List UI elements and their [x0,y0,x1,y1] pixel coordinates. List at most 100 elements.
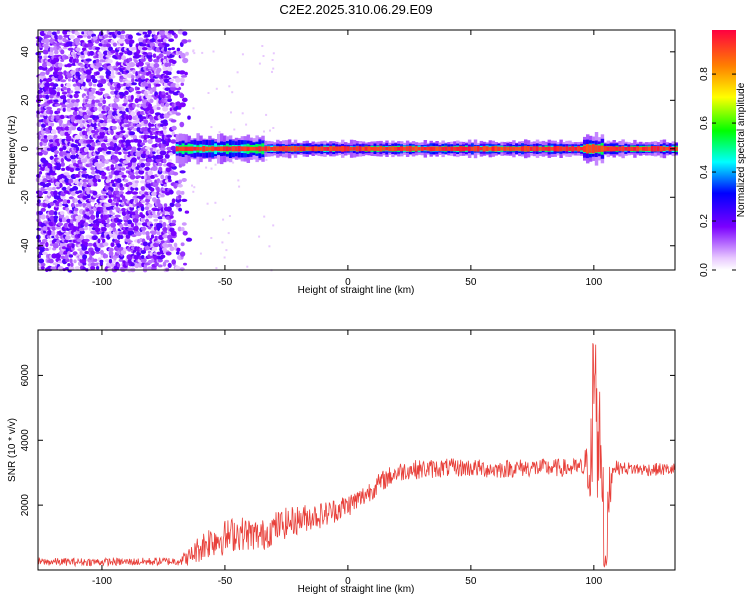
heatmap-cell [51,230,56,236]
heatmap-cell [221,241,224,244]
heatmap-cell [110,167,116,171]
heatmap-cell [127,162,132,168]
heatmap-cell [59,241,66,248]
heatmap-cell [75,146,80,151]
heatmap-cell [92,235,98,241]
heatmap-cell [82,261,87,266]
heatmap-cell [214,201,217,204]
heatmap-cell [414,146,419,152]
heatmap-cell [184,210,190,214]
heatmap-cell [175,101,181,107]
heatmap-cell [385,147,389,151]
heatmap-cell [180,242,185,247]
heatmap-cell [524,146,528,152]
heatmap-cell [172,171,179,176]
heatmap-cell [181,146,186,151]
heatmap-cell [140,190,145,195]
heatmap-cell [166,134,173,138]
heatmap-cell [618,146,622,152]
heatmap-cell [121,174,127,178]
heatmap-cell [388,146,392,152]
heatmap-cell [148,123,155,127]
heatmap-cell [169,246,175,252]
heatmap-cell [270,147,274,151]
heatmap-cell [110,187,114,192]
heatmap-cell [447,146,451,151]
heatmap-cell [190,146,194,152]
heatmap-cell [79,74,86,80]
heatmap-cell [39,246,46,252]
heatmap-cell [88,45,93,50]
heatmap-cell [43,114,48,120]
heatmap-cell [612,146,616,152]
heatmap-cell [645,146,649,152]
spectrogram-panel: -100 -50 0 50 100 -40 -20 0 20 40 Height of stra… [7,29,678,296]
heatmap-cell [265,158,268,161]
heatmap-cell [41,238,48,243]
heatmap-cell [101,219,106,225]
heatmap-cell [479,147,484,151]
spectrogram-x-ticks: -100 -50 0 50 100 [92,30,603,288]
heatmap-cell [166,66,173,72]
heatmap-cell [220,146,224,152]
heatmap-cell [36,121,42,128]
heatmap-cell [87,175,94,179]
heatmap-cell [159,93,166,99]
heatmap-cell [232,161,235,164]
heatmap-cell [101,110,106,114]
heatmap-cell [48,246,52,250]
heatmap-cell [98,106,102,112]
heatmap-cell [75,203,80,207]
heatmap-cell [140,214,146,219]
heatmap-cell [75,98,80,103]
heatmap-cell [429,146,433,152]
heatmap-cell [178,146,183,151]
heatmap-cell [178,194,182,199]
heatmap-cell [75,31,80,36]
snr-panel: -100 -50 0 50 100 2000 4000 6000 Height of str… [7,329,676,595]
heatmap-cell [56,239,61,244]
x-tick-label: -100 [92,576,112,587]
heatmap-cell [131,191,139,195]
heatmap-cell [211,146,215,152]
heatmap-cell [89,209,94,215]
heatmap-cell [51,89,57,95]
heatmap-cell [44,200,50,204]
heatmap-cell [432,146,436,152]
heatmap-cell [81,31,85,35]
heatmap-cell [44,82,51,88]
heatmap-cell [110,202,117,206]
heatmap-cell [95,266,100,270]
heatmap-cell [164,102,170,107]
heatmap-cell [358,146,363,152]
heatmap-cell [120,139,126,143]
heatmap-cell [82,202,86,208]
heatmap-cell [151,119,156,124]
heatmap-cell [160,194,165,198]
heatmap-cell [580,147,584,151]
heatmap-cell [37,89,44,94]
heatmap-cell [161,247,167,252]
heatmap-cell [149,109,155,115]
heatmap-cell [105,179,110,184]
heatmap-cell [506,146,510,151]
heatmap-cell [262,55,265,57]
heatmap-cell [74,85,81,92]
heatmap-cell [163,129,167,135]
heatmap-cell [317,146,321,151]
heatmap-cell [53,190,58,196]
heatmap-cell [136,222,142,226]
heatmap-cell [370,147,374,151]
heatmap-cell [82,135,86,139]
y-tick-label: 6000 [20,364,31,387]
heatmap-cell [405,146,410,152]
heatmap-cell [129,243,134,247]
heatmap-cell [159,30,166,36]
heatmap-cell [135,175,142,179]
heatmap-cell [225,146,230,152]
heatmap-cell [158,162,163,167]
heatmap-cell [97,147,104,153]
heatmap-cell [94,99,101,103]
heatmap-cell [49,243,54,247]
